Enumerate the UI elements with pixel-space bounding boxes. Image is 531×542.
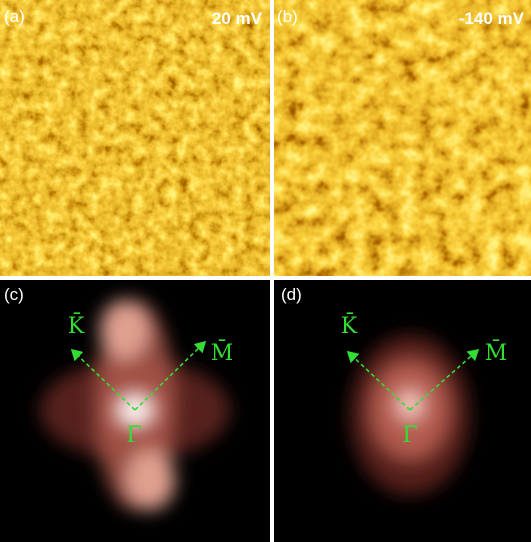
direction-label: M̄ xyxy=(211,339,234,366)
panel-label: (b) xyxy=(277,7,298,26)
bias-label: 20 mV xyxy=(212,9,263,28)
direction-label: Γ̄ xyxy=(126,423,141,448)
panel-label: (d) xyxy=(281,285,302,304)
stm-image xyxy=(274,0,531,276)
direction-label: M̄ xyxy=(485,339,508,366)
direction-label: K̄ xyxy=(68,312,85,339)
stm-image xyxy=(0,0,270,276)
panel-label: (a) xyxy=(4,7,25,26)
bias-label: -140 mV xyxy=(459,9,525,28)
panel-label: (c) xyxy=(4,285,24,304)
fft-pattern xyxy=(350,335,470,495)
direction-label: Γ̄ xyxy=(402,423,417,448)
figure: (a) 20 mV (b) -140 mV (c) (d) K̄ M̄ Γ̄ K… xyxy=(0,0,531,542)
direction-label: K̄ xyxy=(341,312,358,339)
